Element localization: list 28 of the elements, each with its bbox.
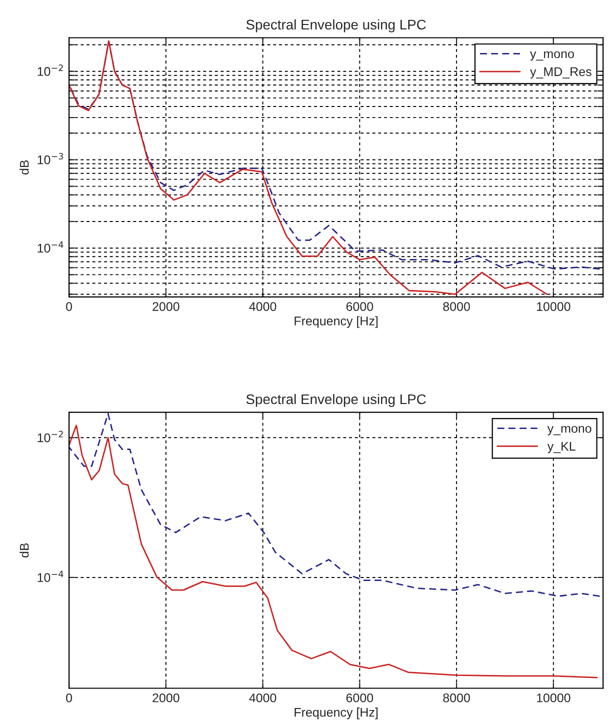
x-tick-label: 10000 xyxy=(536,302,570,311)
legend-label: y_KL xyxy=(547,442,576,454)
y-axis-title: dB xyxy=(20,543,29,558)
chart-title: Spectral Envelope using LPC xyxy=(246,394,426,407)
x-tick-label: 2000 xyxy=(152,693,180,702)
y-tick-label: 10$^{−2}$ xyxy=(38,64,63,76)
legend-label: y_mono xyxy=(530,51,574,61)
x-tick-label: 10000 xyxy=(536,693,570,702)
x-tick-label: 6000 xyxy=(346,693,374,702)
legend-label: y_mono xyxy=(547,426,592,436)
legend-label: y_MD_Res xyxy=(530,67,592,79)
x-tick-label: 8000 xyxy=(443,302,470,311)
y-tick-label: 10$^{−2}$ xyxy=(38,430,63,442)
x-tick-label: 0 xyxy=(66,302,72,311)
x-tick-label: 0 xyxy=(66,693,72,702)
x-tick-label: 4000 xyxy=(249,302,276,311)
y-tick-label: 10$^{−4}$ xyxy=(38,241,64,253)
x-tick-label: 4000 xyxy=(249,693,276,702)
y-axis-title: dB xyxy=(20,160,29,174)
x-axis-title: Frequency [Hz] xyxy=(294,708,378,720)
chart-title: Spectral Envelope using LPC xyxy=(246,19,426,32)
y-tick-label: 10$^{−4}$ xyxy=(38,570,64,582)
y-tick-label: 10$^{−3}$ xyxy=(38,152,64,164)
line-series xyxy=(69,424,598,678)
x-tick-label: 8000 xyxy=(443,693,470,702)
x-tick-label: 2000 xyxy=(152,302,180,311)
x-tick-label: 6000 xyxy=(346,302,374,311)
x-axis-title: Frequency [Hz] xyxy=(294,316,378,328)
